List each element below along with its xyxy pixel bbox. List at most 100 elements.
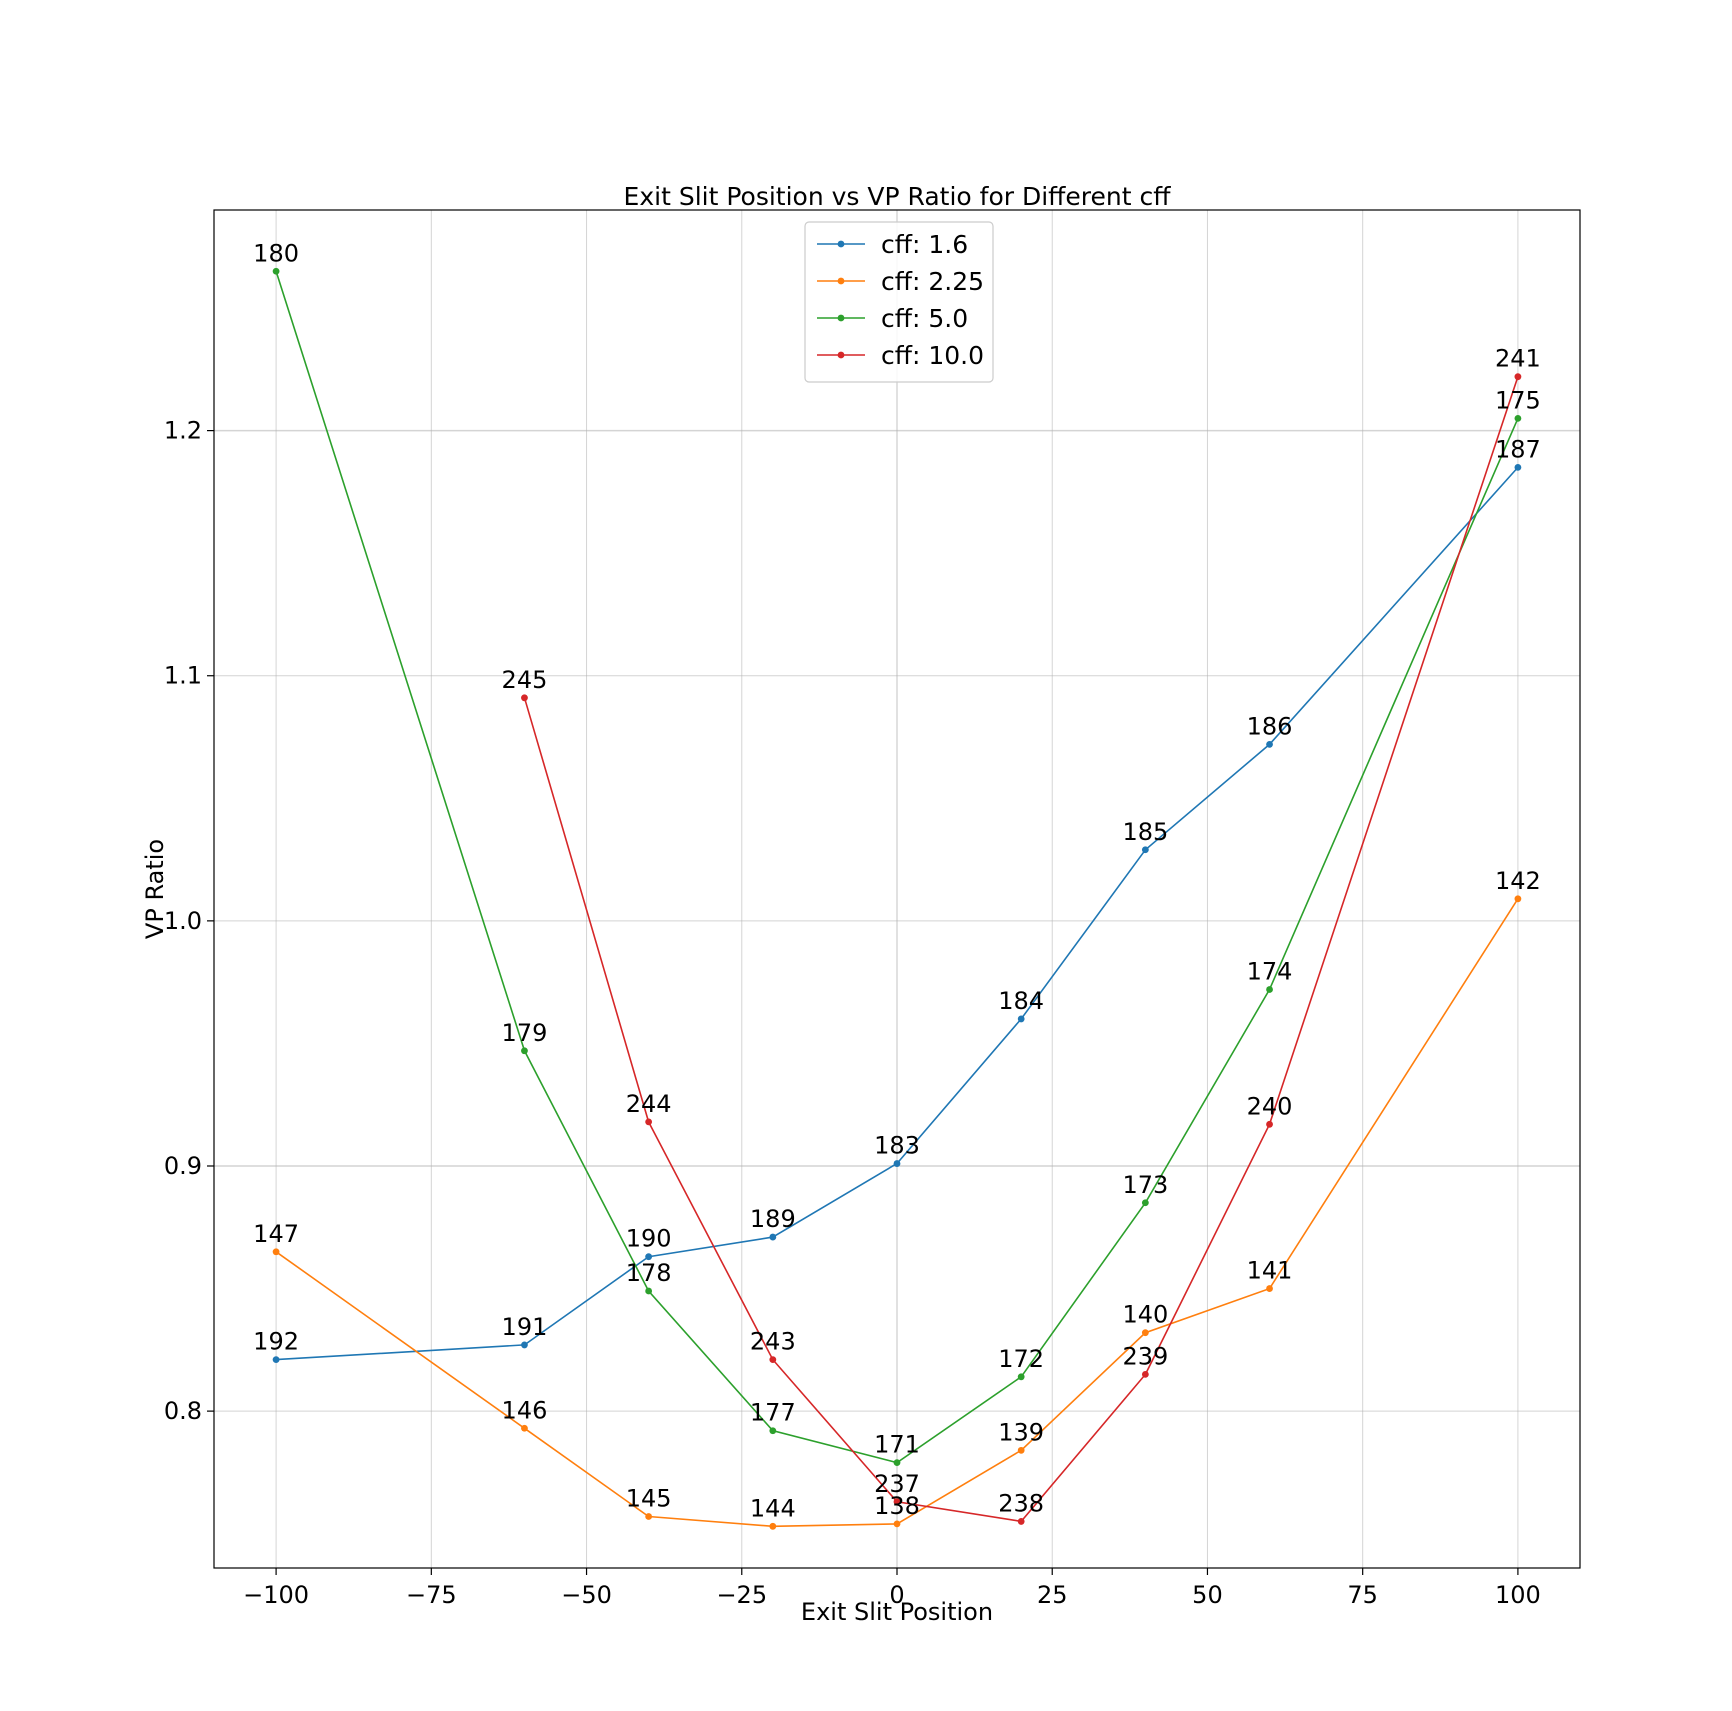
- data-point: [521, 1047, 528, 1055]
- legend-box: [804, 221, 994, 383]
- data-point: [1141, 1370, 1149, 1378]
- data-point-label: 145: [626, 1485, 672, 1513]
- legend-entry: cff: 2.25: [881, 267, 984, 296]
- data-point-label: 192: [253, 1328, 299, 1356]
- x-tick-label: 100: [1495, 1581, 1541, 1609]
- x-tick-label: 25: [1037, 1581, 1068, 1609]
- data-point: [1266, 1120, 1273, 1128]
- data-point: [272, 267, 280, 275]
- data-point: [1017, 1446, 1025, 1454]
- legend-swatch-marker: [837, 351, 845, 359]
- data-point: [272, 1248, 280, 1256]
- x-tick-label: 0: [889, 1581, 904, 1609]
- data-point-label: 189: [750, 1205, 796, 1233]
- x-tick-label: −25: [716, 1581, 767, 1609]
- data-point: [645, 1513, 653, 1520]
- data-point-label: 141: [1247, 1257, 1293, 1285]
- series-points: [272, 267, 1522, 1530]
- data-point: [521, 1424, 528, 1432]
- data-point-label: 244: [626, 1090, 672, 1118]
- data-point-label: 180: [253, 239, 299, 267]
- data-point: [272, 1356, 280, 1364]
- y-tick-label: 1.0: [164, 907, 202, 935]
- data-point: [769, 1233, 777, 1241]
- data-point: [769, 1522, 777, 1530]
- data-point-label: 185: [1122, 818, 1168, 846]
- data-point-label: 173: [1122, 1171, 1168, 1199]
- x-tick-label: 75: [1347, 1581, 1378, 1609]
- y-tick-label: 1.1: [164, 662, 202, 690]
- point-labels: 192 191 190 189 183 184 185 186 187 147 146 145 144 1…: [253, 239, 1541, 1522]
- y-tick-label: 0.8: [164, 1397, 202, 1425]
- x-axis-ticks: −100 −75 −50 −25 0 25 50 75 100: [243, 1568, 1541, 1609]
- data-point-label: 243: [750, 1328, 796, 1356]
- data-point: [1514, 414, 1522, 422]
- data-point: [645, 1287, 653, 1295]
- data-point: [1141, 846, 1149, 854]
- data-point: [893, 1160, 901, 1167]
- data-point: [645, 1253, 653, 1261]
- data-point-label: 186: [1247, 712, 1293, 740]
- data-point: [521, 1341, 528, 1349]
- data-point: [521, 694, 528, 702]
- data-point-label: 190: [626, 1225, 672, 1253]
- legend-swatch-marker: [837, 240, 845, 248]
- y-tick-label: 0.9: [164, 1152, 202, 1180]
- x-tick-label: 50: [1192, 1581, 1223, 1609]
- data-point-label: 191: [502, 1313, 548, 1341]
- data-point-label: 140: [1122, 1301, 1168, 1329]
- data-point: [1514, 463, 1522, 471]
- chart-title: Exit Slit Position vs VP Ratio for Diffe…: [624, 182, 1172, 211]
- data-point-label: 142: [1495, 867, 1541, 895]
- legend-swatch-marker: [837, 314, 845, 322]
- data-point-label: 239: [1122, 1342, 1168, 1370]
- data-point-label: 238: [998, 1489, 1044, 1517]
- x-tick-label: −75: [406, 1581, 457, 1609]
- data-point-label: 139: [998, 1418, 1044, 1446]
- data-point: [1514, 895, 1522, 903]
- x-tick-label: −50: [561, 1581, 612, 1609]
- data-point: [893, 1520, 901, 1528]
- legend-entry: cff: 1.6: [881, 230, 968, 259]
- data-point: [769, 1427, 777, 1435]
- data-point-label: 240: [1247, 1092, 1293, 1120]
- data-point: [769, 1356, 777, 1364]
- data-point: [1017, 1373, 1025, 1381]
- data-point: [1017, 1518, 1025, 1525]
- data-point-label: 147: [253, 1220, 299, 1248]
- data-point-label: 177: [750, 1399, 796, 1427]
- data-point: [1266, 740, 1273, 748]
- data-point-label: 174: [1247, 958, 1293, 986]
- data-point-label: 179: [502, 1019, 548, 1047]
- data-point: [893, 1459, 901, 1466]
- data-point: [1141, 1199, 1149, 1207]
- x-axis-label: Exit Slit Position: [801, 1598, 993, 1626]
- data-point: [1514, 373, 1522, 381]
- data-point-label: 175: [1495, 386, 1541, 414]
- y-axis-label: VP Ratio: [141, 839, 169, 939]
- data-point-label: 171: [874, 1431, 920, 1459]
- data-point: [1266, 986, 1273, 993]
- data-point-label: 183: [874, 1132, 920, 1160]
- data-point-label: 237: [874, 1470, 920, 1498]
- data-point-label: 184: [998, 987, 1044, 1015]
- data-point-label: 245: [502, 666, 548, 694]
- data-point: [893, 1498, 901, 1506]
- data-point: [645, 1118, 653, 1126]
- y-tick-label: 1.2: [164, 417, 202, 445]
- data-point: [1141, 1329, 1149, 1337]
- data-point-label: 138: [874, 1492, 920, 1520]
- data-point-label: 187: [1495, 435, 1541, 463]
- data-point: [1266, 1285, 1273, 1292]
- series-line-3: [523, 376, 1519, 1523]
- data-point-label: 146: [502, 1396, 548, 1424]
- data-point: [1017, 1015, 1025, 1023]
- legend-entry: cff: 10.0: [881, 341, 984, 370]
- legend-swatch-marker: [837, 277, 845, 285]
- legend: cff: 1.6 cff: 2.25 cff: 5.0 cff: 10.0: [804, 221, 994, 383]
- legend-entry: cff: 5.0: [881, 304, 968, 333]
- data-point-label: 172: [998, 1345, 1044, 1373]
- data-point-label: 241: [1495, 345, 1541, 373]
- x-tick-label: −100: [243, 1581, 309, 1609]
